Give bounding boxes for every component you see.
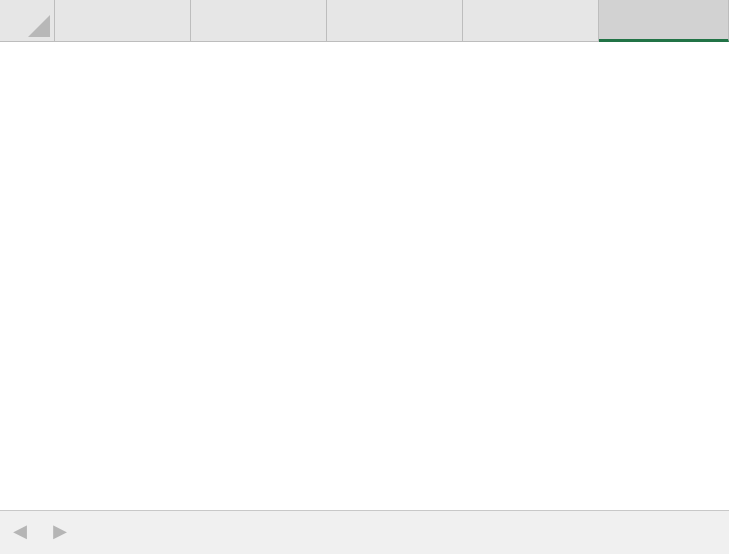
column-header-a[interactable] <box>55 0 191 42</box>
select-all-corner[interactable] <box>0 0 55 42</box>
spreadsheet-grid[interactable] <box>0 0 729 510</box>
scroll-tabs-right-icon[interactable]: ▶ <box>53 520 67 541</box>
sheet-tab-bar: ◀ ▶ <box>0 510 729 554</box>
scroll-tabs-left-icon[interactable]: ◀ <box>13 520 27 541</box>
column-header-d[interactable] <box>463 0 599 42</box>
column-header-b[interactable] <box>191 0 327 42</box>
column-header-e[interactable] <box>599 0 729 42</box>
column-header-c[interactable] <box>327 0 463 42</box>
select-all-triangle-icon <box>28 15 50 37</box>
column-header-row <box>0 0 729 42</box>
